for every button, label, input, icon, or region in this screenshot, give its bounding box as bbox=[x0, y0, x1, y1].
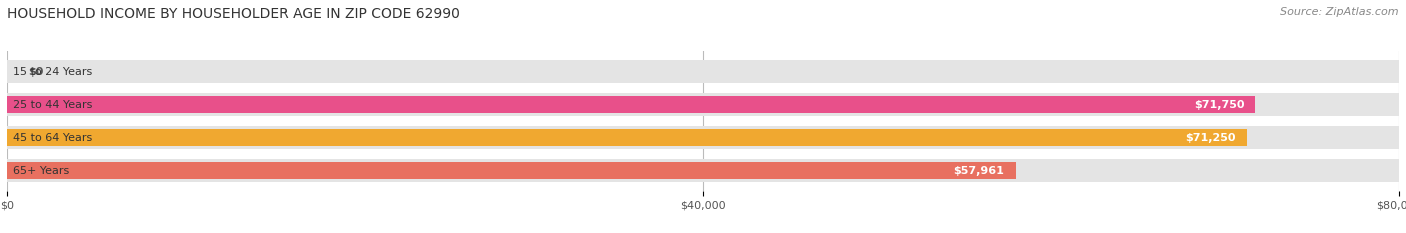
Bar bbox=[7, 126, 1399, 149]
Bar bbox=[7, 93, 1399, 116]
Bar bbox=[7, 129, 1247, 146]
Text: 25 to 44 Years: 25 to 44 Years bbox=[13, 100, 91, 110]
Text: $71,250: $71,250 bbox=[1185, 133, 1236, 143]
Text: Source: ZipAtlas.com: Source: ZipAtlas.com bbox=[1281, 7, 1399, 17]
Text: HOUSEHOLD INCOME BY HOUSEHOLDER AGE IN ZIP CODE 62990: HOUSEHOLD INCOME BY HOUSEHOLDER AGE IN Z… bbox=[7, 7, 460, 21]
Bar bbox=[7, 162, 1015, 179]
Text: 45 to 64 Years: 45 to 64 Years bbox=[13, 133, 91, 143]
Text: $0: $0 bbox=[28, 67, 44, 77]
Text: 15 to 24 Years: 15 to 24 Years bbox=[13, 67, 91, 77]
Bar bbox=[7, 96, 1256, 113]
Bar bbox=[7, 159, 1399, 182]
Text: $71,750: $71,750 bbox=[1194, 100, 1244, 110]
Text: $57,961: $57,961 bbox=[953, 166, 1004, 176]
Text: 65+ Years: 65+ Years bbox=[13, 166, 69, 176]
Bar bbox=[7, 60, 1399, 83]
